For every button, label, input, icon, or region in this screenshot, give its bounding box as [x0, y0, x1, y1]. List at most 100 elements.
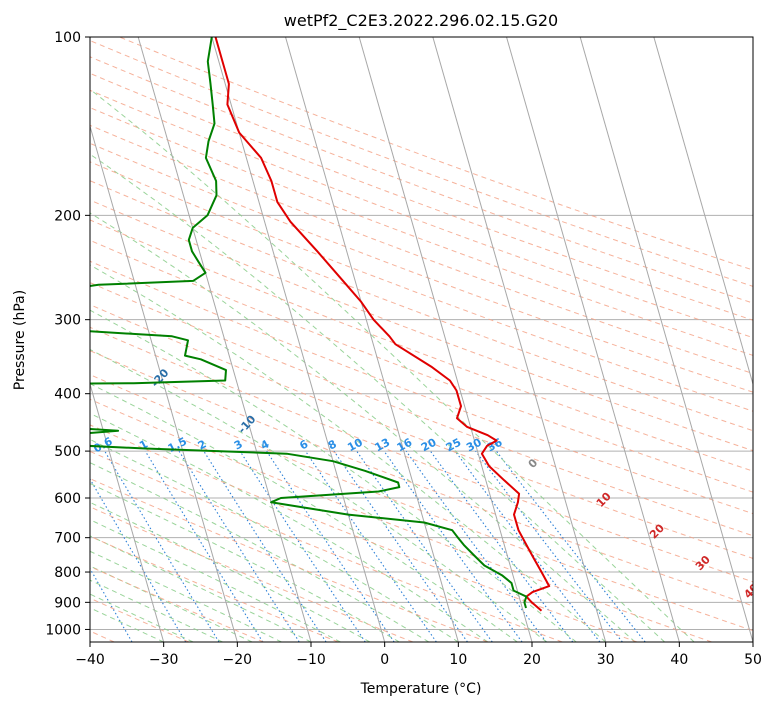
x-tick-label: 30: [597, 652, 615, 668]
isotherm-line: [506, 37, 680, 642]
dry-adiabat-line: [90, 450, 563, 642]
mixing-ratio-label: 16: [395, 436, 415, 455]
y-axis-label: Pressure (hPa): [12, 290, 28, 390]
dry-adiabat-line: [90, 282, 753, 537]
mixing-ratio-line: [333, 450, 468, 642]
mixing-ratio-label: 25: [444, 436, 464, 455]
dry-adiabat-line: [90, 350, 753, 607]
chart-title: wetPf2_C2E3.2022.296.02.15.G20: [284, 11, 558, 31]
dry-adiabat-line: [90, 142, 753, 393]
dry-adiabat-line: [90, 304, 753, 559]
dry-adiabat-line: [90, 535, 339, 642]
dry-adiabat-line: [90, 89, 753, 339]
dry-adiabat-line: [90, 219, 753, 472]
isotherm-line: [137, 37, 312, 642]
moist-adiabat-line: [90, 462, 430, 642]
mixing-ratio-label: 13: [373, 436, 393, 455]
mixing-ratio-line: [383, 450, 523, 642]
dry-adiabat-line: [119, 37, 753, 271]
mixing-ratio-line: [495, 450, 646, 642]
dry-adiabat-line: [90, 239, 753, 493]
x-tick-label: −10: [296, 652, 326, 668]
moist-adiabat-line: [90, 593, 194, 642]
y-tick-label: 1000: [45, 622, 81, 638]
dry-adiabat-line: [90, 180, 753, 432]
dry-adiabat-label: -20: [149, 366, 172, 390]
isotherm-line: [285, 37, 459, 642]
isotherm-line: [90, 382, 165, 642]
y-tick-label: 400: [54, 387, 81, 403]
moist-adiabat-line: [90, 88, 695, 642]
y-tick-label: 600: [54, 491, 81, 507]
dry-adiabat-label: -10: [235, 412, 258, 436]
mixing-ratio-line: [144, 450, 264, 642]
temperature-line: [214, 37, 551, 612]
isotherms: [90, 37, 753, 642]
mixing-ratio-line: [429, 450, 574, 642]
mixing-ratio-label: 8: [326, 437, 339, 452]
dry-adiabat-line: [90, 424, 638, 642]
dry-adiabat-line: [90, 107, 753, 356]
mixing-ratio-line: [178, 450, 300, 642]
moist-adiabat-line: [90, 264, 607, 642]
dry-adiabat-line: [90, 161, 753, 412]
mixing-ratio-line: [405, 450, 547, 642]
mixing-ratio-line: [90, 477, 187, 642]
x-axis-label: Temperature (°C): [360, 681, 482, 697]
moist-adiabat-line: [90, 607, 164, 642]
mixing-ratio-line: [475, 450, 623, 642]
mixing-ratio-label: 10: [345, 436, 365, 455]
isotherm-line: [90, 124, 238, 642]
moist-adiabat-line: [90, 535, 312, 642]
dewpoint-line: [90, 37, 528, 609]
dry-adiabat-line: [90, 597, 190, 642]
moist-adiabat-line: [90, 153, 665, 642]
moist-adiabat-line: [90, 212, 636, 642]
dry-adiabat-line: [90, 40, 753, 287]
moist-adiabat-label: 30: [693, 553, 713, 573]
isotherm-line: [653, 37, 753, 386]
isotherm-line: [358, 37, 533, 642]
mixing-ratio-line: [203, 450, 327, 642]
dry-adiabat-line: [90, 374, 753, 632]
dry-adiabats: [90, 37, 753, 642]
moist-adiabat-line: [90, 550, 282, 642]
dry-adiabat-line: [90, 398, 712, 642]
dry-adiabat-line: [90, 326, 753, 583]
moist-adiabat-line: [90, 309, 577, 642]
mixing-ratio-lines: [90, 450, 646, 642]
moist-adiabats: [90, 88, 695, 642]
y-tick-label: 900: [54, 595, 81, 611]
mixing-ratio-label: 0.6: [91, 435, 115, 456]
x-tick-label: −20: [223, 652, 253, 668]
dry-adiabat-line: [90, 506, 414, 642]
moist-adiabat-line: [90, 565, 253, 642]
dry-adiabat-line: [90, 72, 753, 321]
dry-adiabat-line: [90, 199, 753, 452]
isotherm-line: [579, 37, 753, 642]
mixing-ratio-label: 6: [297, 437, 310, 452]
mixing-ratio-label: 0.2: [11, 435, 34, 456]
y-tick-label: 700: [54, 531, 81, 547]
isotherm-line: [211, 37, 386, 642]
moist-adiabat-label: 40: [741, 581, 761, 601]
moist-adiabat-line: [90, 348, 547, 642]
dry-adiabat-line: [90, 56, 753, 304]
dry-adiabat-line: [90, 124, 753, 375]
profile-series: [90, 37, 551, 612]
dry-adiabat-line: [90, 478, 488, 642]
x-tick-label: 0: [380, 652, 389, 668]
dry-adiabat-line: [90, 260, 753, 515]
y-tick-label: 500: [54, 444, 81, 460]
moist-adiabat-line: [90, 383, 518, 642]
mixing-ratio-line: [104, 450, 220, 642]
y-tick-label: 200: [54, 208, 81, 224]
mixing-ratio-line: [356, 450, 493, 642]
moist-adiabat-line: [90, 482, 400, 642]
mixing-ratio-line: [266, 450, 395, 642]
mixing-ratio-line: [305, 450, 437, 642]
y-tick-label: 100: [54, 30, 81, 46]
axis-ticks: −40 −30 −20 −10 0 10 20 30 40 5010020030040050060…: [45, 30, 762, 668]
mixing-ratio-label: 30: [464, 436, 484, 455]
